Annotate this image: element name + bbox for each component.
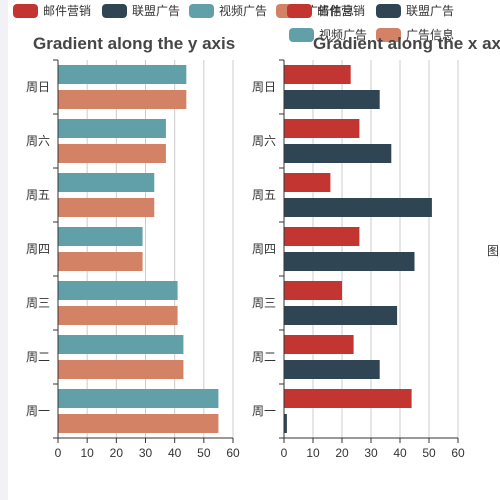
legend-label-right-3[interactable]: 广告信息 <box>406 27 454 42</box>
category-label-0-1: 周二 <box>26 350 50 364</box>
chart-right: Gradient along the x axis 周一 周二 周三 周四 周五 周六 周日… <box>252 34 500 460</box>
bar-0-0-1[interactable] <box>58 414 219 433</box>
bar-1-1-1[interactable] <box>284 360 380 379</box>
chart-left: Gradient along the y axis 周一 周二 周三 周四 周五 周六 周日… <box>26 34 240 460</box>
category-label-0-0: 周一 <box>26 404 50 418</box>
chart-right-title: Gradient along the x axis <box>313 34 500 53</box>
bar-1-5-1[interactable] <box>284 144 392 163</box>
chart-left-title: Gradient along the y axis <box>33 34 235 53</box>
legend-swatch-left-2[interactable] <box>189 4 214 18</box>
category-label-0-6: 周日 <box>26 80 50 94</box>
legend-label-left-0[interactable]: 邮件营销 <box>43 4 91 18</box>
x-tick-label-1-1: 10 <box>306 446 320 460</box>
side-glyph: 图 <box>487 244 499 258</box>
category-label-1-0: 周一 <box>252 404 276 418</box>
bar-0-4-0[interactable] <box>58 173 155 192</box>
legend-label-left-2[interactable]: 视频广告 <box>219 3 267 18</box>
legend-swatch-right-0[interactable] <box>287 4 312 18</box>
x-tick-label-0-6: 60 <box>226 446 240 460</box>
x-tick-label-1-2: 20 <box>335 446 349 460</box>
bar-0-4-1[interactable] <box>58 198 155 217</box>
bar-1-1-0[interactable] <box>284 335 354 354</box>
x-tick-label-0-0: 0 <box>55 446 62 460</box>
category-label-1-1: 周二 <box>252 350 276 364</box>
bar-0-6-1[interactable] <box>58 90 187 109</box>
bar-1-0-1[interactable] <box>284 414 287 433</box>
category-label-0-3: 周四 <box>26 242 50 256</box>
x-tick-label-1-5: 50 <box>422 446 436 460</box>
bar-0-0-0[interactable] <box>58 389 219 408</box>
x-tick-label-1-0: 0 <box>281 446 288 460</box>
bar-1-2-0[interactable] <box>284 281 342 300</box>
category-label-1-3: 周四 <box>252 242 276 256</box>
left-edge-strip <box>0 0 8 500</box>
category-label-1-5: 周六 <box>252 134 276 148</box>
bar-1-0-0[interactable] <box>284 389 412 408</box>
x-tick-label-1-4: 40 <box>393 446 407 460</box>
legend-label-left-1[interactable]: 联盟广告 <box>132 4 180 18</box>
bar-0-3-0[interactable] <box>58 227 143 246</box>
bar-0-5-1[interactable] <box>58 144 166 163</box>
bar-1-4-1[interactable] <box>284 198 432 217</box>
bar-0-2-1[interactable] <box>58 306 178 325</box>
legend-label-left-3[interactable]: 广告信息 <box>306 3 354 18</box>
x-tick-label-0-1: 10 <box>80 446 94 460</box>
bar-0-1-0[interactable] <box>58 335 184 354</box>
x-tick-label-0-3: 30 <box>139 446 153 460</box>
legend-swatch-right-2[interactable] <box>289 28 314 42</box>
legend-swatch-left-0[interactable] <box>13 4 38 18</box>
bar-0-3-1[interactable] <box>58 252 143 271</box>
x-tick-label-1-6: 60 <box>451 446 465 460</box>
bar-1-3-0[interactable] <box>284 227 360 246</box>
category-label-0-2: 周三 <box>26 296 50 310</box>
category-label-1-4: 周五 <box>252 188 276 202</box>
x-tick-label-0-2: 20 <box>110 446 124 460</box>
x-tick-label-0-5: 50 <box>197 446 211 460</box>
x-tick-label-0-4: 40 <box>168 446 182 460</box>
x-tick-label-1-3: 30 <box>364 446 378 460</box>
bar-0-2-0[interactable] <box>58 281 178 300</box>
bar-0-6-0[interactable] <box>58 65 187 84</box>
legend-label-right-0[interactable]: 邮件营销 <box>317 4 365 18</box>
bar-1-4-0[interactable] <box>284 173 331 192</box>
legend-label-right-2[interactable]: 视频广告 <box>319 27 367 42</box>
legend-swatch-left-1[interactable] <box>102 4 127 18</box>
bar-1-5-0[interactable] <box>284 119 360 138</box>
bar-1-3-1[interactable] <box>284 252 415 271</box>
bar-0-5-0[interactable] <box>58 119 166 138</box>
bar-1-6-0[interactable] <box>284 65 351 84</box>
category-label-1-6: 周日 <box>252 80 276 94</box>
legend-swatch-right-3[interactable] <box>376 28 401 42</box>
bar-1-6-1[interactable] <box>284 90 380 109</box>
legend-label-right-1[interactable]: 联盟广告 <box>406 4 454 18</box>
bar-1-2-1[interactable] <box>284 306 398 325</box>
bar-0-1-1[interactable] <box>58 360 184 379</box>
category-label-0-5: 周六 <box>26 134 50 148</box>
legend-swatch-right-1[interactable] <box>376 4 401 18</box>
category-label-1-2: 周三 <box>252 296 276 310</box>
category-label-0-4: 周五 <box>26 188 50 202</box>
